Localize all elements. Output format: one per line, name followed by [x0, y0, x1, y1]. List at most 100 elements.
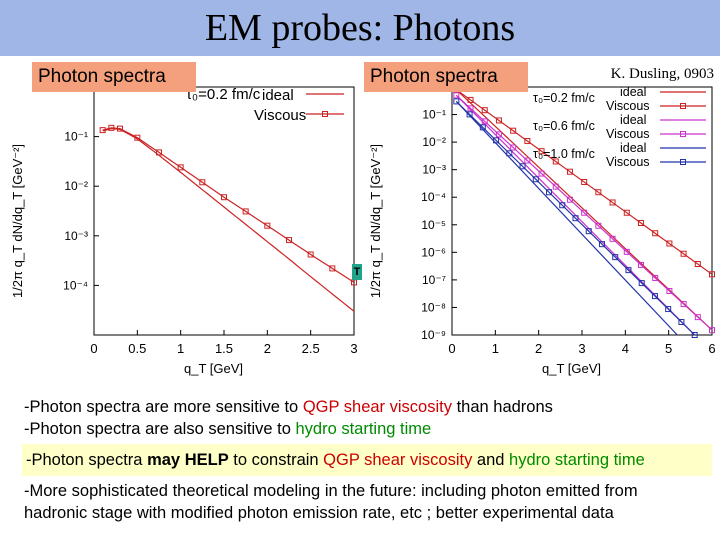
series-marker	[623, 209, 630, 216]
y-tick-label: 10⁻⁴	[421, 190, 446, 204]
y-tick-label: 10⁻¹	[64, 130, 88, 144]
legend-group-header: τ₀=1.0 fm/c	[533, 147, 595, 161]
series-marker	[307, 251, 314, 258]
legend-marker-viscous	[680, 103, 686, 109]
series-marker	[559, 202, 566, 209]
series-marker	[572, 215, 579, 222]
bullet-2: -Photon spectra are also sensitive to hy…	[24, 420, 432, 438]
series-marker	[481, 107, 488, 114]
legend-marker-viscous	[322, 111, 328, 117]
y-axis-label: 1/2π q_T dN/dq_T [GeV⁻²]	[10, 144, 25, 298]
y-tick-label: 10⁻³	[64, 229, 88, 243]
series-marker	[467, 96, 474, 103]
legend-entry-viscous: Viscous	[606, 127, 650, 141]
series-marker	[286, 237, 292, 244]
bullet-block-3: -More sophisticated theoretical modeling…	[24, 480, 638, 524]
series-marker	[678, 319, 685, 326]
series-marker	[609, 199, 616, 206]
series-line-viscous	[455, 94, 713, 331]
series-marker	[691, 332, 698, 338]
series-marker	[506, 150, 513, 157]
series-marker	[637, 219, 644, 226]
y-tick-label: 10⁻²	[64, 179, 88, 193]
series-marker	[481, 118, 488, 125]
series-marker	[156, 149, 162, 156]
series-marker	[665, 306, 672, 313]
teal-marker: T	[352, 264, 362, 280]
series-marker	[637, 261, 644, 268]
series-marker	[117, 125, 123, 132]
series-marker	[99, 127, 106, 134]
series-marker	[694, 314, 701, 321]
y-tick-label: 10⁻⁶	[421, 245, 446, 259]
qgp-viscosity-text: QGP shear viscosity	[302, 398, 452, 416]
series-line-viscous	[102, 127, 355, 283]
series-marker	[552, 158, 559, 165]
x-tick-label: 3	[578, 341, 585, 356]
y-tick-label: 10⁻⁸	[421, 300, 446, 314]
series-marker	[546, 189, 553, 196]
series-marker	[652, 230, 659, 237]
series-marker	[108, 124, 115, 131]
x-tick-label: 4	[622, 341, 629, 356]
series-marker	[519, 163, 526, 170]
series-marker	[510, 127, 517, 134]
x-tick-label: 3	[350, 341, 357, 356]
series-marker	[595, 189, 602, 196]
x-axis-label: q_T [GeV]	[184, 361, 243, 376]
series-marker	[651, 293, 658, 300]
series-marker	[623, 248, 630, 255]
series-line-ideal	[102, 127, 355, 312]
series-marker	[566, 168, 573, 175]
y-tick-label: 10⁻⁴	[63, 278, 88, 292]
series-marker	[532, 176, 539, 183]
y-tick-label: 10⁻⁷	[422, 273, 446, 287]
series-marker	[264, 222, 271, 229]
series-marker	[524, 157, 531, 164]
series-marker	[510, 144, 517, 151]
series-marker	[134, 134, 141, 141]
series-marker	[524, 137, 531, 144]
x-tick-label: 2	[535, 341, 542, 356]
series-marker	[466, 111, 473, 118]
series-marker	[680, 301, 687, 308]
slide-title: EM probes: Photons	[204, 7, 516, 49]
series-marker	[612, 254, 619, 261]
y-tick-label: 10⁻²	[422, 135, 446, 149]
highlight-bullet: -Photon spectra may HELP to constrain QG…	[22, 444, 712, 476]
series-marker	[329, 265, 336, 272]
y-tick-label: 10⁻⁹	[421, 328, 446, 342]
series-marker	[680, 250, 687, 257]
series-marker	[666, 288, 673, 295]
series-marker	[581, 209, 588, 216]
series-marker	[493, 137, 500, 144]
y-axis-label: 1/2π q_T dN/dq_T [GeV⁻²]	[368, 144, 383, 298]
legend-entry-ideal: ideal	[262, 87, 294, 104]
x-tick-label: 1.5	[215, 341, 233, 356]
series-marker	[666, 240, 673, 247]
legend-entry-viscous: Viscous	[254, 107, 306, 124]
x-tick-label: 6	[708, 341, 715, 356]
legend-entry-ideal: ideal	[620, 85, 646, 99]
x-tick-label: 1	[492, 341, 499, 356]
x-tick-label: 2.5	[302, 341, 320, 356]
bullet-block-1: -Photon spectra are more sensitive to QG…	[24, 396, 553, 440]
x-tick-label: 1	[177, 341, 184, 356]
series-marker	[709, 327, 715, 334]
series-line-viscous	[455, 89, 713, 275]
series-marker	[566, 196, 573, 203]
bullet-3-line-1: -More sophisticated theoretical modeling…	[24, 482, 638, 500]
series-marker	[652, 274, 659, 281]
series-marker	[694, 261, 701, 268]
series-marker	[638, 280, 645, 287]
bullet-1: -Photon spectra are more sensitive to QG…	[24, 398, 553, 416]
series-marker	[538, 148, 545, 155]
series-marker	[199, 179, 206, 186]
plot-frame-0	[93, 86, 355, 336]
x-tick-label: 5	[665, 341, 672, 356]
series-line-viscous	[455, 100, 696, 336]
y-tick-label: 10⁻⁵	[421, 218, 446, 232]
series-marker	[177, 164, 184, 171]
legend-entry-viscous: Viscous	[606, 99, 650, 113]
